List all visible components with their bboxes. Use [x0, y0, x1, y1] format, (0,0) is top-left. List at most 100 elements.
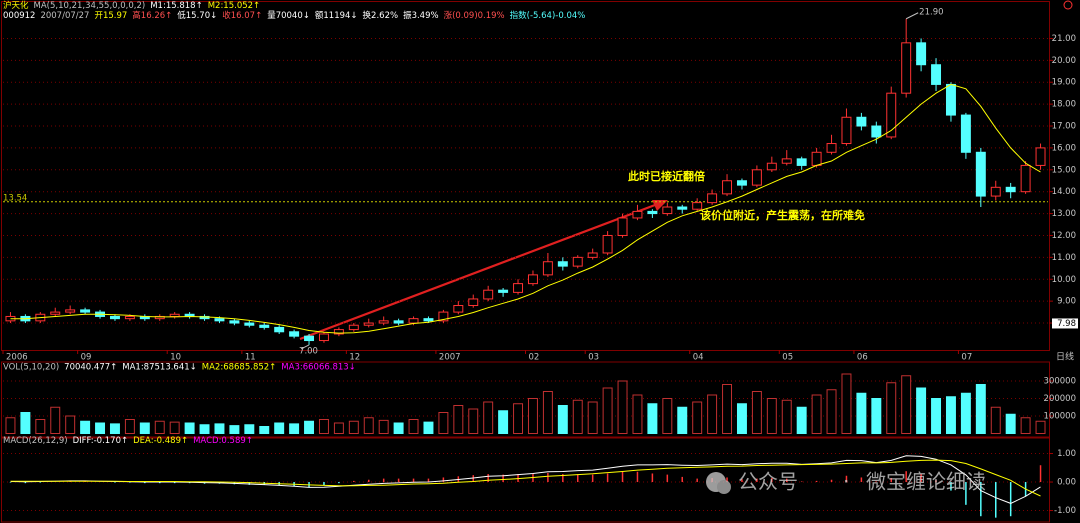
- y-tick-label: 12.00: [1052, 231, 1076, 241]
- candle-body: [169, 313, 180, 317]
- candle-body: [333, 329, 344, 335]
- volume-bar: [1020, 417, 1031, 434]
- candle-body: [244, 322, 255, 326]
- candle-body: [931, 64, 942, 85]
- volume-bar: [289, 423, 300, 434]
- header-segment: 开15.97: [94, 11, 127, 21]
- volume-bar: [139, 422, 150, 434]
- header-segment: 收16.07↑: [222, 10, 262, 21]
- header-segment: MA(5,10,21,34,55,0,0,0,2): [34, 1, 146, 11]
- volume-bar: [304, 420, 315, 434]
- candle-body: [65, 309, 76, 313]
- header-segment: M1:15.818↑: [150, 1, 202, 11]
- volume-bar: [274, 422, 285, 434]
- y-tick-label: 9.00: [1057, 297, 1076, 307]
- candle-body: [50, 311, 61, 315]
- candle-body: [945, 83, 956, 116]
- volume-bar: [557, 405, 568, 434]
- candle-body: [348, 324, 359, 331]
- header-text: MACD(26,12,9) DIFF:-0.170↑ DEA:-0.489↑ MACD…: [3, 436, 253, 446]
- header-text: 沪天化 MA(5,10,21,34,55,0,0,0,2) M1:15.818↑ M2…: [3, 0, 260, 11]
- x-tick-label: 09: [81, 353, 92, 363]
- moving-average: [10, 83, 1041, 334]
- volume-bar: [1005, 413, 1016, 434]
- volume-bar: [811, 394, 822, 434]
- candle-body: [886, 92, 897, 138]
- candle-body: [781, 158, 792, 164]
- wechat-icon: [717, 480, 731, 494]
- y-tick-label: 21.00: [1052, 34, 1076, 44]
- annotation: 该价位附近，产生震荡，在所难免: [700, 208, 865, 222]
- volume-bar: [945, 396, 956, 434]
- header-segment: 70040.477↑: [64, 362, 117, 372]
- volume-bar: [408, 419, 419, 434]
- candle-body: [647, 210, 658, 215]
- x-tick-label: 06: [857, 353, 868, 363]
- candle-body: [990, 186, 1001, 197]
- volume-bar: [632, 394, 643, 434]
- volume-bar: [572, 399, 583, 434]
- header-segment: 涨(0.09)0.19%: [444, 10, 505, 21]
- volume-bar: [109, 423, 120, 434]
- candle-body: [662, 206, 673, 215]
- volume-bar: [677, 406, 688, 434]
- price-tag-box: [1052, 318, 1078, 329]
- header-segment: 换2.62%: [363, 10, 399, 21]
- volume-bar: [393, 422, 404, 434]
- candle-body: [751, 169, 762, 186]
- header-segment: MACD:0.589↑: [193, 436, 253, 446]
- volume-bar: [95, 422, 106, 434]
- y-tick-label: 1.00: [1057, 449, 1076, 459]
- header-segment: 指数(-5.64)-0.04%: [510, 10, 586, 21]
- volume-bar: [80, 420, 91, 434]
- candle-body: [363, 322, 374, 326]
- volume-bar: [527, 398, 538, 434]
- volume-bar: [647, 403, 658, 434]
- x-tick-label: 03: [588, 353, 599, 363]
- volume-bar: [20, 412, 31, 434]
- y-tick-label: 15.00: [1052, 165, 1076, 175]
- volume-bar: [124, 419, 135, 434]
- candle-body: [692, 202, 703, 210]
- candle-body: [527, 274, 538, 285]
- candle-body: [677, 206, 688, 210]
- candle-body: [1035, 147, 1046, 166]
- macd-line: [10, 459, 1041, 497]
- header-segment: 沪天化: [3, 0, 29, 11]
- candle-body: [483, 289, 494, 300]
- volume-bar: [707, 394, 718, 434]
- volume-bar: [871, 398, 882, 434]
- header-text: 000912 2007/07/27 开15.97 高16.26↑ 低15.70↓ 收16.…: [3, 10, 585, 21]
- volume-bar: [483, 401, 494, 434]
- volume-bar: [65, 415, 76, 434]
- header-text: VOL(5,10,20) 70040.477↑ MA1:87513.641↓ MA2:…: [3, 362, 356, 372]
- volume-bar: [453, 405, 464, 434]
- volume-bar: [841, 373, 852, 434]
- candle-body: [916, 42, 927, 66]
- period-label: 日线: [1056, 351, 1074, 363]
- header-segment: 低15.70↓: [177, 10, 217, 21]
- header-segment: MA1:87513.641↓: [122, 362, 197, 372]
- x-tick-label: 02: [529, 353, 540, 363]
- candle-body: [393, 320, 404, 324]
- macd-line: [10, 455, 1041, 504]
- peak-leader: [905, 12, 919, 20]
- x-tick-label: 2006: [6, 353, 28, 363]
- volume-bar: [766, 398, 777, 434]
- volume-bar: [990, 406, 1001, 434]
- candle-body: [259, 324, 270, 328]
- candle-body: [841, 116, 852, 145]
- y-tick-label: 300000: [1044, 377, 1076, 387]
- candle-body: [214, 318, 225, 322]
- candle-body: [498, 289, 509, 293]
- volume-bar: [692, 401, 703, 434]
- candle-body: [587, 252, 598, 258]
- header-segment: 高16.26↑: [132, 10, 172, 21]
- volume-bar: [333, 422, 344, 434]
- volume-bar: [468, 408, 479, 434]
- candle-body: [901, 42, 912, 94]
- candle-body: [632, 210, 643, 219]
- candle-body: [796, 158, 807, 166]
- candle-body: [617, 217, 628, 236]
